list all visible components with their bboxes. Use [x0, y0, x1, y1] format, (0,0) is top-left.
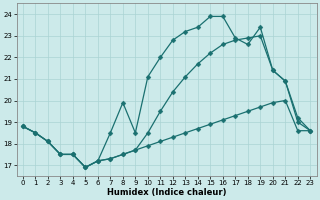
X-axis label: Humidex (Indice chaleur): Humidex (Indice chaleur): [107, 188, 226, 197]
